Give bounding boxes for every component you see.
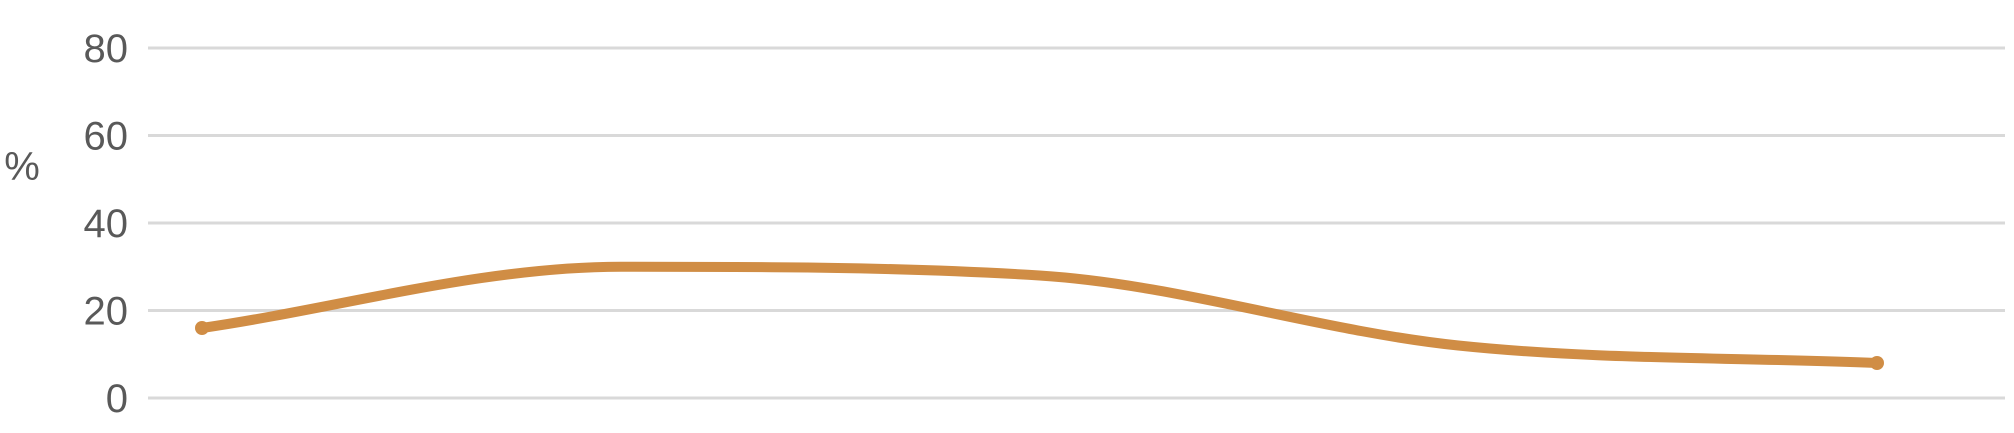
series-group bbox=[195, 261, 1884, 370]
data-point-0-4 bbox=[1870, 356, 1884, 370]
y-axis-label: % bbox=[4, 145, 40, 189]
y-tick-label-40: 40 bbox=[84, 202, 129, 246]
y-tick-label-0: 0 bbox=[106, 377, 128, 421]
gridlines bbox=[148, 46, 2005, 400]
series-line-0 bbox=[197, 261, 1882, 368]
y-axis-ticks: 0 20 40 60 80 bbox=[84, 27, 129, 421]
y-tick-label-20: 20 bbox=[84, 290, 129, 334]
data-point-0-0 bbox=[195, 321, 209, 335]
y-tick-label-60: 60 bbox=[84, 115, 129, 159]
y-tick-label-80: 80 bbox=[84, 27, 129, 71]
